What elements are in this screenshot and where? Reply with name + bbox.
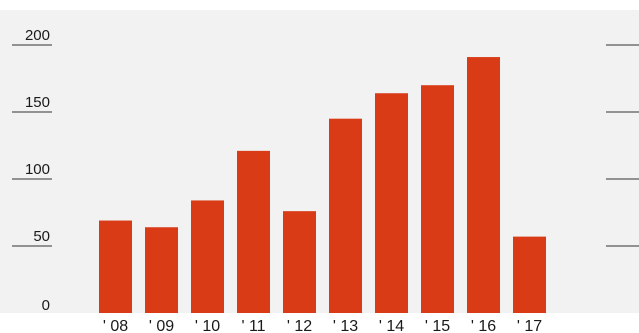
bar-15: [421, 85, 454, 313]
y-tick-label: 200: [25, 27, 50, 44]
x-tick-label: ' 16: [471, 318, 496, 333]
x-tick-label: ' 10: [195, 318, 220, 333]
y-tick-label: 0: [42, 297, 50, 314]
x-tick-label: ' 08: [103, 318, 128, 333]
x-tick-label: ' 15: [425, 318, 450, 333]
bar-13: [329, 118, 362, 313]
y-tick-label: 150: [25, 94, 50, 111]
x-tick-label: ' 11: [241, 318, 265, 333]
x-tick-label: ' 09: [149, 318, 174, 333]
y-tick-label: 100: [25, 161, 50, 178]
x-tick-label: ' 13: [333, 318, 358, 333]
bar-11: [237, 150, 270, 313]
bar-10: [191, 200, 224, 313]
bar-09: [145, 227, 178, 313]
x-tick-label: ' 12: [287, 318, 312, 333]
bar-16: [467, 57, 500, 314]
bar-14: [375, 93, 408, 314]
x-tick-label: ' 17: [517, 318, 542, 333]
bar-08: [99, 220, 132, 313]
y-tick-label: 50: [33, 228, 50, 245]
bar-12: [283, 211, 316, 313]
bar-17: [513, 236, 546, 313]
x-tick-label: ' 14: [379, 318, 404, 333]
